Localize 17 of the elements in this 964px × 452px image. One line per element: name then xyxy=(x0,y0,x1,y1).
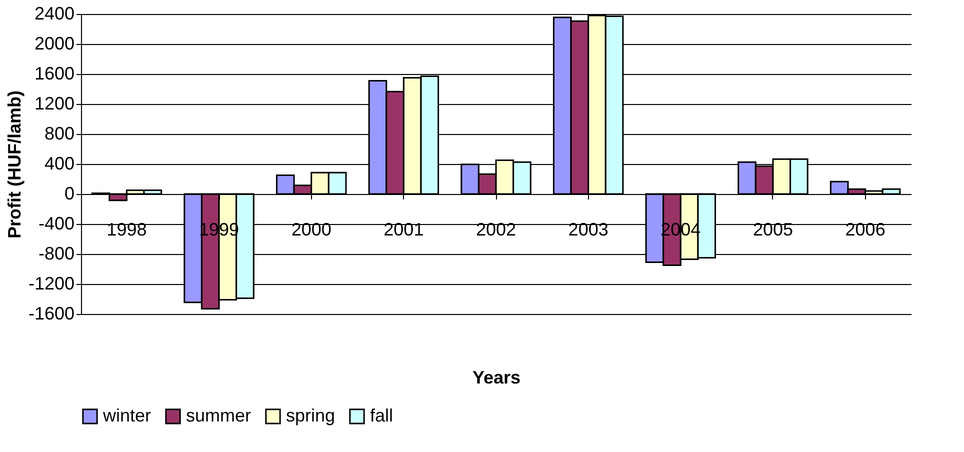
legend-label: spring xyxy=(286,405,336,426)
x-axis-title: Years xyxy=(472,368,521,388)
y-tick-label: 800 xyxy=(44,124,74,144)
legend-label: winter xyxy=(102,405,152,426)
y-tick-label: -1200 xyxy=(28,274,74,294)
y-tick-label: -800 xyxy=(38,244,74,264)
y-tick-label: 1200 xyxy=(34,94,74,114)
y-tick-label: -1600 xyxy=(28,304,74,324)
y-axis-title: Profit (HUF/lamb) xyxy=(4,90,24,238)
y-tick-label: 2000 xyxy=(34,34,74,54)
y-tick-label: 2400 xyxy=(34,4,74,24)
y-tick-label: 1600 xyxy=(34,64,74,84)
y-tick-label: 400 xyxy=(44,154,74,174)
legend-label: fall xyxy=(370,405,394,426)
y-tick-label: -400 xyxy=(38,214,74,234)
y-tick-label: 0 xyxy=(64,184,74,204)
legend-label: summer xyxy=(186,405,252,426)
